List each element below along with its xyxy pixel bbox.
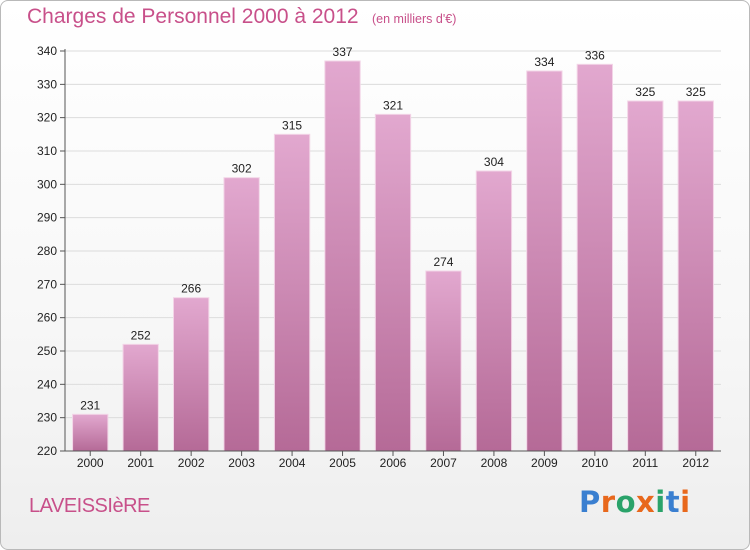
x-tick-label: 2008 [481, 456, 508, 470]
logo-letter: x [636, 485, 656, 519]
y-tick-label: 340 [37, 44, 57, 58]
x-tick-label: 2005 [329, 456, 356, 470]
x-tick-label: 2007 [430, 456, 457, 470]
bar-value-label: 336 [585, 48, 605, 62]
chart-title: Charges de Personnel 2000 à 2012 [27, 5, 359, 28]
y-tick-label: 260 [37, 311, 57, 325]
bar-2005 [324, 60, 361, 452]
y-tick-label: 320 [37, 111, 57, 125]
proxiti-logo[interactable]: Proxiti [579, 485, 691, 519]
bar-2002 [172, 297, 210, 452]
bars: 231 252 266 302 315 337 321 274 304 334 336 325 325 [72, 45, 714, 452]
bar-value-label: 274 [433, 255, 453, 269]
bar-2011 [627, 100, 664, 452]
x-tick-label: 2004 [279, 456, 306, 470]
bar-2007 [425, 270, 462, 452]
x-tick-label: 2009 [531, 456, 558, 470]
bar-2003 [223, 177, 260, 452]
y-tick-label: 300 [37, 177, 57, 191]
x-tick-label: 2010 [581, 456, 608, 470]
x-tick-label: 2002 [178, 456, 205, 470]
axes: 220 230 240 250 260 270 280 290 300 310 320 330 340 2… [37, 44, 721, 470]
y-tick-label: 330 [37, 77, 57, 91]
chart-subtitle: (en milliers d'€) [372, 12, 457, 26]
bar-value-label: 252 [131, 328, 151, 342]
bar-value-label: 231 [80, 398, 100, 412]
y-tick-label: 220 [37, 444, 57, 458]
bar-value-label: 315 [282, 118, 302, 132]
bar-value-label: 334 [534, 55, 554, 69]
bar-2010 [576, 63, 614, 452]
y-tick-label: 310 [37, 144, 57, 158]
bar-value-label: 321 [383, 98, 403, 112]
logo-letter: t [665, 485, 681, 519]
logo-letter: o [615, 485, 637, 519]
x-tick-label: 2003 [228, 456, 255, 470]
bar-2000 [72, 413, 109, 452]
bar-2009 [526, 70, 563, 452]
y-tick-label: 280 [37, 244, 57, 258]
bar-value-label: 325 [686, 85, 706, 99]
x-tick-label: 2011 [632, 456, 658, 470]
y-tick-label: 240 [37, 377, 57, 391]
bar-value-label: 304 [484, 155, 504, 169]
logo-letter: P [579, 485, 601, 519]
bar-2012 [677, 100, 714, 452]
bar-value-label: 302 [232, 162, 252, 176]
y-tick-label: 250 [37, 344, 57, 358]
bar-2006 [374, 113, 412, 452]
x-tick-label: 2000 [77, 456, 104, 470]
bar-2004 [273, 133, 311, 452]
bar-2008 [475, 170, 513, 452]
logo-letter: i [655, 485, 666, 519]
bar-value-label: 325 [635, 85, 655, 99]
bar-2001 [122, 343, 159, 452]
bar-value-label: 266 [181, 282, 201, 296]
bar-value-label: 337 [333, 45, 353, 59]
y-tick-label: 290 [37, 211, 57, 225]
y-tick-label: 230 [37, 411, 57, 425]
y-tick-label: 270 [37, 277, 57, 291]
x-tick-label: 2012 [682, 456, 709, 470]
x-tick-label: 2006 [380, 456, 407, 470]
town-name: LAVEISSIèRE [29, 495, 150, 517]
logo-letter: r [600, 485, 616, 519]
x-tick-label: 2001 [127, 456, 154, 470]
logo-letter: i [680, 485, 691, 519]
